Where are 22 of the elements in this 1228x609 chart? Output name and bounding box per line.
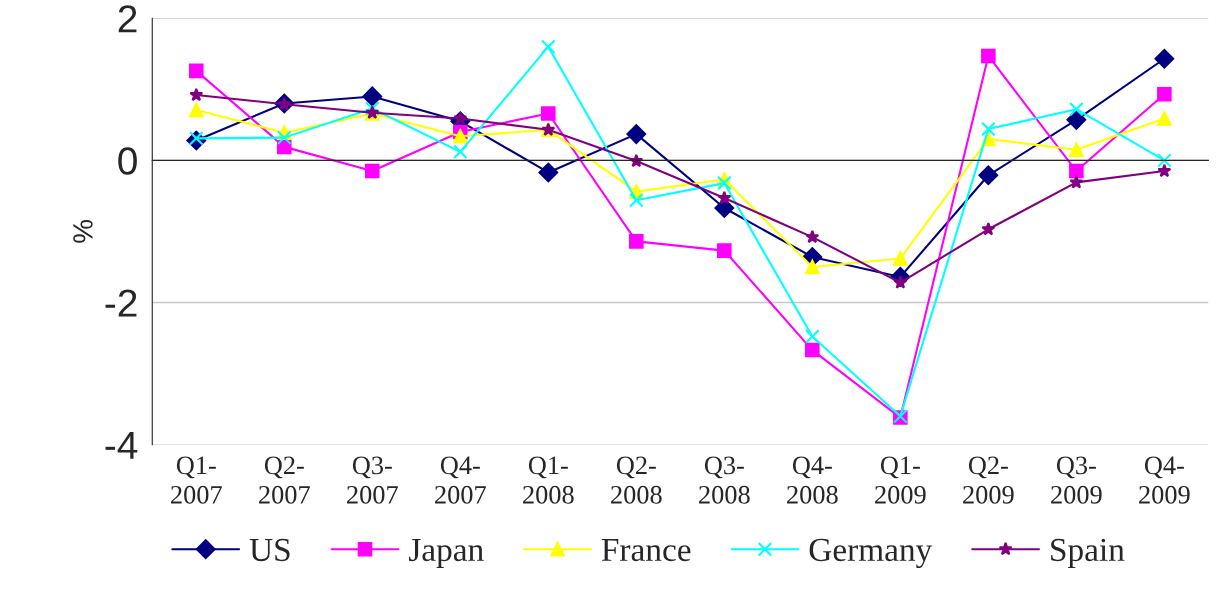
x-tick-label: Q4- 2007 (435, 456, 486, 504)
x-tick-label: Q2- 2008 (611, 456, 662, 504)
y-tick-label: -2 (105, 289, 137, 317)
y-tick-label: -4 (105, 431, 138, 459)
x-tick-label: Q1- 2007 (171, 456, 222, 504)
x-tick-label: Q3- 2008 (699, 456, 750, 504)
legend-label: Japan (409, 539, 484, 568)
legend-label: US (249, 538, 290, 562)
legend-label: Spain (1051, 538, 1125, 568)
x-tick-label: Q3- 2007 (347, 456, 398, 504)
x-tick-label: Q1- 2008 (523, 456, 574, 504)
y-axis-title: % (73, 220, 93, 243)
x-tick-label: Q4- 2009 (1139, 456, 1190, 504)
y-tick-label: 0 (118, 147, 137, 175)
x-tick-label: Q2- 2009 (963, 456, 1014, 504)
x-tick-label: Q2- 2007 (259, 456, 310, 504)
x-tick-label: Q1- 2009 (875, 456, 926, 504)
legend-label: Germany (809, 538, 933, 569)
x-tick-label: Q4- 2008 (787, 456, 838, 504)
legend-label: France (601, 539, 691, 562)
x-tick-label: Q3- 2009 (1051, 456, 1102, 504)
y-tick-label: 2 (118, 5, 137, 33)
